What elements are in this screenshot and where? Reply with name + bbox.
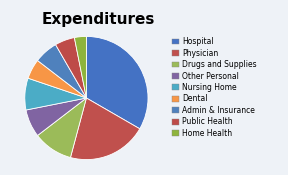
Wedge shape <box>26 98 86 135</box>
Wedge shape <box>28 61 86 98</box>
Wedge shape <box>86 36 148 129</box>
Wedge shape <box>56 38 86 98</box>
Wedge shape <box>25 78 86 110</box>
Wedge shape <box>71 98 140 160</box>
Legend: Hospital, Physician, Drugs and Supplies, Other Personal, Nursing Home, Dental, A: Hospital, Physician, Drugs and Supplies,… <box>171 36 258 139</box>
Wedge shape <box>37 98 86 158</box>
Text: Expenditures: Expenditures <box>41 12 155 27</box>
Wedge shape <box>37 45 86 98</box>
Wedge shape <box>74 36 86 98</box>
